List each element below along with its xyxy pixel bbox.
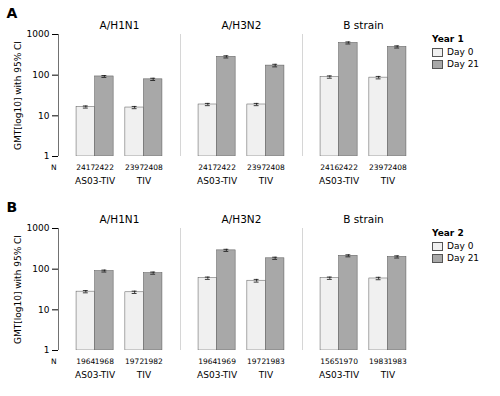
svg-text:TIV: TIV xyxy=(380,176,396,186)
svg-text:2422: 2422 xyxy=(217,163,236,172)
svg-text:1970: 1970 xyxy=(339,357,358,366)
svg-text:1000: 1000 xyxy=(27,29,50,39)
svg-text:GMT[log10] with 95% CI: GMT[log10] with 95% CI xyxy=(13,235,23,344)
svg-text:100: 100 xyxy=(32,264,49,274)
svg-text:GMT[log10] with 95% CI: GMT[log10] with 95% CI xyxy=(13,41,23,150)
svg-text:2408: 2408 xyxy=(144,163,163,172)
svg-text:2417: 2417 xyxy=(198,163,217,172)
svg-text:10: 10 xyxy=(38,305,50,315)
svg-text:1972: 1972 xyxy=(247,357,266,366)
svg-text:2422: 2422 xyxy=(339,163,358,172)
svg-text:A: A xyxy=(7,5,18,21)
svg-text:A/H3N2: A/H3N2 xyxy=(222,213,262,225)
html-text:Day 21: Day 21 xyxy=(447,253,480,263)
html-text:Day 21: Day 21 xyxy=(447,59,480,69)
svg-text:A/H1N1: A/H1N1 xyxy=(100,19,140,31)
svg-text:2397: 2397 xyxy=(369,163,388,172)
svg-text:N: N xyxy=(51,357,57,366)
svg-text:1000: 1000 xyxy=(27,223,50,233)
svg-text:1982: 1982 xyxy=(144,357,163,366)
svg-text:B: B xyxy=(7,199,18,215)
svg-text:2408: 2408 xyxy=(266,163,285,172)
svg-text:TIV: TIV xyxy=(258,370,274,380)
svg-text:2416: 2416 xyxy=(320,163,339,172)
svg-text:1983: 1983 xyxy=(266,357,285,366)
svg-text:100: 100 xyxy=(32,70,49,80)
svg-text:B strain: B strain xyxy=(343,213,383,225)
svg-text:2397: 2397 xyxy=(247,163,266,172)
svg-text:AS03-TIV: AS03-TIV xyxy=(75,370,116,380)
svg-text:AS03-TIV: AS03-TIV xyxy=(197,370,238,380)
svg-text:TIV: TIV xyxy=(258,176,274,186)
svg-text:N: N xyxy=(51,163,57,172)
svg-text:AS03-TIV: AS03-TIV xyxy=(319,370,360,380)
svg-text:TIV: TIV xyxy=(136,370,152,380)
svg-text:1: 1 xyxy=(44,151,50,161)
svg-text:1983: 1983 xyxy=(369,357,388,366)
svg-text:1968: 1968 xyxy=(95,357,114,366)
svg-text:TIV: TIV xyxy=(136,176,152,186)
svg-text:AS03-TIV: AS03-TIV xyxy=(197,176,238,186)
svg-text:2397: 2397 xyxy=(125,163,144,172)
html-text:Day 0: Day 0 xyxy=(447,241,474,251)
svg-text:1: 1 xyxy=(44,345,50,355)
svg-text:2417: 2417 xyxy=(76,163,95,172)
svg-text:1969: 1969 xyxy=(217,357,236,366)
svg-text:1964: 1964 xyxy=(76,357,95,366)
html-text:Day 0: Day 0 xyxy=(447,47,474,57)
svg-text:1972: 1972 xyxy=(125,357,144,366)
svg-text:1983: 1983 xyxy=(388,357,407,366)
svg-text:AS03-TIV: AS03-TIV xyxy=(75,176,116,186)
svg-text:TIV: TIV xyxy=(380,370,396,380)
html-text:Year 2: Year 2 xyxy=(432,228,464,238)
html-text:Year 1: Year 1 xyxy=(432,34,464,44)
svg-text:AS03-TIV: AS03-TIV xyxy=(319,176,360,186)
svg-text:1964: 1964 xyxy=(198,357,217,366)
svg-text:A/H1N1: A/H1N1 xyxy=(100,213,140,225)
svg-text:B strain: B strain xyxy=(343,19,383,31)
svg-text:2422: 2422 xyxy=(95,163,114,172)
svg-text:1565: 1565 xyxy=(320,357,339,366)
svg-text:2408: 2408 xyxy=(388,163,407,172)
svg-text:A/H3N2: A/H3N2 xyxy=(222,19,262,31)
svg-text:10: 10 xyxy=(38,111,50,121)
